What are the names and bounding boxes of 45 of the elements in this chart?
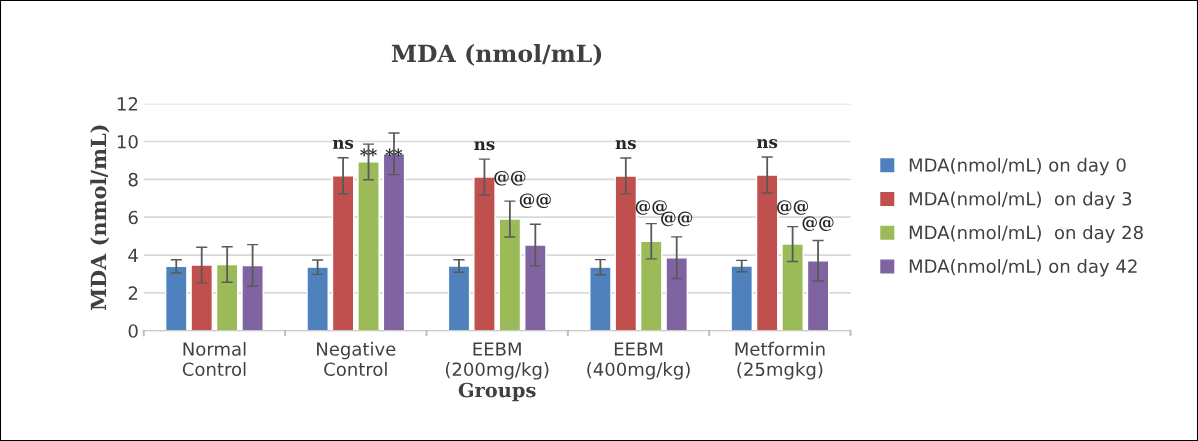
bar bbox=[589, 266, 612, 331]
bar bbox=[524, 244, 547, 331]
bar bbox=[781, 243, 804, 331]
annotation: ns bbox=[615, 140, 636, 150]
x-tick-label: EEBM (200mg/kg) bbox=[445, 342, 549, 380]
x-tick-label: Negative Control bbox=[317, 341, 396, 377]
bar bbox=[498, 218, 522, 331]
bar bbox=[806, 260, 830, 331]
bar bbox=[639, 240, 663, 331]
y-tick-label: 6 bbox=[128, 210, 138, 225]
annotation: @@ bbox=[777, 200, 809, 215]
bar bbox=[331, 175, 355, 331]
annotation: ns bbox=[332, 139, 354, 149]
y-tick-label: 12 bbox=[117, 97, 138, 111]
y-tick-label: 0 bbox=[128, 324, 138, 338]
bar bbox=[755, 174, 779, 331]
legend-label: MDA(nmol/mL) on day 0 bbox=[909, 157, 1126, 176]
annotation: ns bbox=[474, 141, 495, 151]
annotation: @@ bbox=[519, 193, 551, 209]
bar bbox=[730, 265, 754, 331]
y-axis-title: MDA (nmol/mL) bbox=[391, 44, 602, 66]
y-tick-label: 8 bbox=[128, 172, 138, 187]
bar bbox=[215, 263, 239, 331]
bar bbox=[190, 264, 214, 331]
legend-label: MDA(nmol/mL) on day 42 bbox=[909, 259, 1137, 277]
x-tick-label: EEBM (400mg/kg) bbox=[587, 342, 690, 380]
annotation: @@ bbox=[494, 170, 526, 186]
x-axis-title: Groups bbox=[458, 382, 536, 402]
bar bbox=[357, 161, 380, 331]
bar bbox=[473, 176, 496, 331]
bar bbox=[665, 256, 688, 331]
y-tick-label: 10 bbox=[117, 134, 138, 149]
x-tick-label: Normal Control bbox=[182, 341, 246, 377]
x-tick-label: Metformin (25mgkg) bbox=[735, 341, 825, 380]
bar bbox=[241, 264, 264, 331]
bar bbox=[306, 266, 329, 331]
legend-label: MDA(nmol/mL) on day 28 bbox=[909, 225, 1143, 243]
y-tick-label: 2 bbox=[128, 286, 138, 300]
bar bbox=[447, 265, 471, 331]
y-tick-label: 4 bbox=[128, 248, 138, 262]
annotation: ns bbox=[757, 139, 778, 149]
bar bbox=[164, 265, 188, 331]
annotation: @@ bbox=[802, 216, 834, 231]
text: MDA (nmol/mL) bbox=[90, 125, 110, 311]
legend-label: MDA(nmol/mL) on day 3 bbox=[909, 191, 1132, 210]
